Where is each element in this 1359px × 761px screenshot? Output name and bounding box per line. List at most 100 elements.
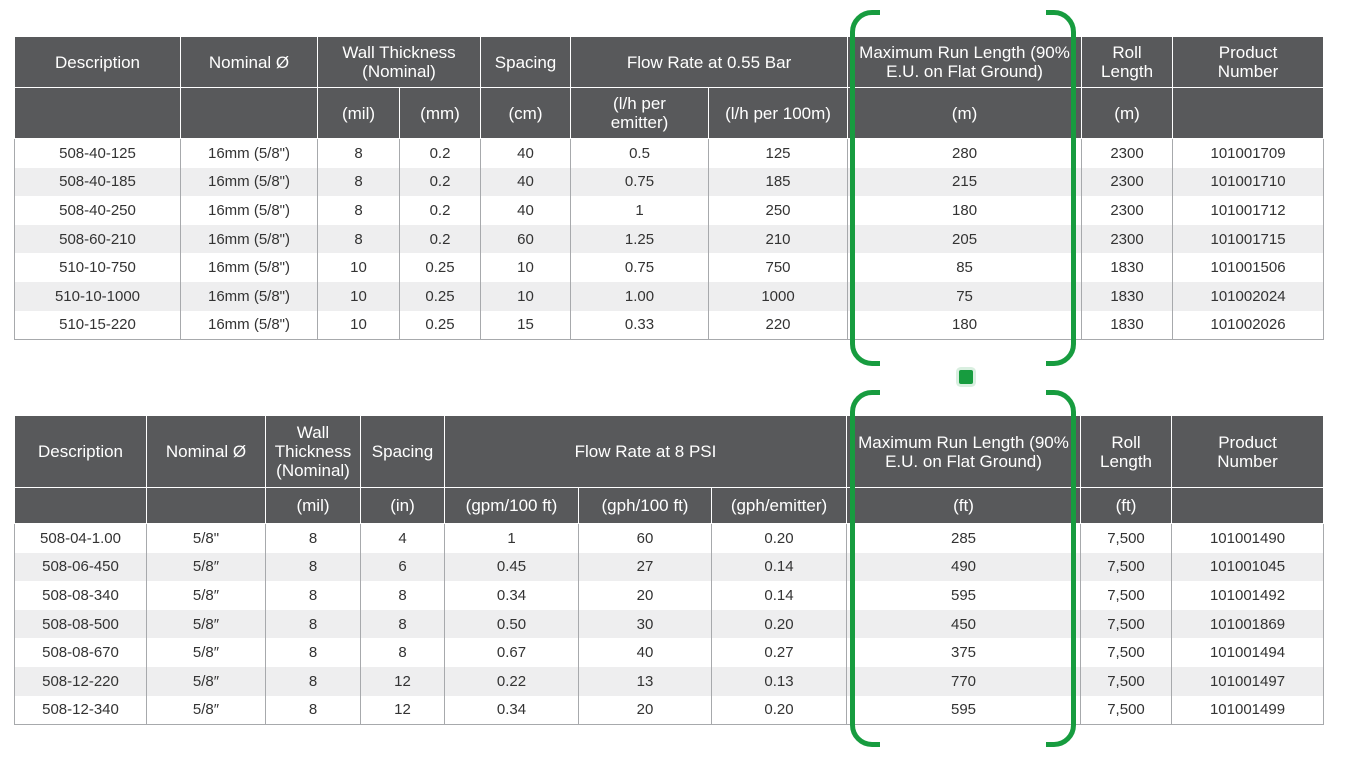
cell-roll-length: 2300 [1081,224,1174,254]
table-row: 510-10-1000 16mm (5/8") 10 0.25 10 1.00 1000 75… [14,281,1325,311]
cell-col6: 0.5 [570,138,710,168]
cell-nominal: 5/8″ [146,581,266,610]
bracket-gap-bottom-lower [880,741,1046,749]
cell-col4: 0.2 [398,167,482,197]
cell-roll-length: 1830 [1081,253,1174,282]
cell-col6: 20 [578,695,712,726]
cell-wall-mil: 10 [317,281,400,311]
cell-product-number: 101001497 [1171,666,1324,696]
header-flow-rate: Flow Rate at 0.55 Bar [570,37,849,88]
cell-col6: 0.33 [570,310,710,341]
cell-nominal: 5/8" [146,523,266,553]
cell-col7: 0.13 [711,666,847,696]
cell-product-number: 101002024 [1172,281,1325,311]
table-row: 508-08-670 5/8″ 8 8 0.67 40 0.27 375 7,500 101001… [14,638,1324,667]
cell-col6: 40 [578,638,712,667]
cell-col4: 8 [360,581,445,610]
table-row: 508-12-340 5/8″ 8 12 0.34 20 0.20 595 7,500 10100… [14,695,1324,726]
cell-description: 510-10-1000 [14,281,181,311]
cell-col7: 0.20 [711,523,847,553]
cell-wall-mil: 8 [317,138,400,168]
cell-col5: 0.67 [444,638,579,667]
cell-description: 510-15-220 [14,310,181,341]
cell-col7: 250 [708,196,849,225]
metric-spec-table: Description Nominal Ø Wall Thickness (No… [14,37,1325,341]
cell-col5: 10 [480,281,572,311]
cell-col6: 13 [578,666,712,696]
cell-nominal: 16mm (5/8") [180,281,318,311]
cell-nominal: 16mm (5/8") [180,138,318,168]
unit-spacing: (cm) [480,87,572,139]
cell-product-number: 101001712 [1172,196,1325,225]
unit-wall-mil: (mil) [265,487,361,524]
header-nominal: Nominal Ø [180,37,318,88]
header-max-run-length: Maximum Run Length (90% E.U. on Flat Gro… [847,37,1083,88]
cell-roll-length: 7,500 [1080,552,1172,582]
cell-wall-mil: 8 [265,523,361,553]
cell-col4: 4 [360,523,445,553]
cell-description: 508-60-210 [14,224,181,254]
table-row: 508-40-250 16mm (5/8") 8 0.2 40 1 250 180 2300 10… [14,196,1325,225]
cell-roll-length: 2300 [1081,167,1174,197]
cell-nominal: 16mm (5/8") [180,224,318,254]
cell-wall-mil: 8 [265,638,361,667]
cell-col5: 0.50 [444,609,579,639]
cell-run-length: 595 [846,581,1081,610]
cell-col7: 220 [708,310,849,341]
cell-product-number: 101001490 [1171,523,1324,553]
header-wall-thickness: Wall Thickness (Nominal) [265,416,361,488]
table-row: 508-04-1.00 5/8" 8 4 1 60 0.20 285 7,500 10100149… [14,523,1324,553]
cell-roll-length: 2300 [1081,196,1174,225]
cell-col6: 20 [578,581,712,610]
unit-gph-emitter: (gph/emitter) [711,487,847,524]
cell-col5: 0.22 [444,666,579,696]
header-flow-rate: Flow Rate at 8 PSI [444,416,847,488]
cell-col5: 0.45 [444,552,579,582]
cell-col4: 12 [360,695,445,726]
header-product-number: Product Number [1171,416,1324,488]
cell-product-number: 101001709 [1172,138,1325,168]
cell-col4: 0.2 [398,196,482,225]
cell-roll-length: 2300 [1081,138,1174,168]
cell-wall-mil: 8 [265,609,361,639]
units-nominal-blank [146,487,266,524]
cell-run-length: 285 [846,523,1081,553]
units-product-blank [1172,87,1325,139]
unit-flow-per-emitter: (l/h per emitter) [570,87,710,139]
cell-product-number: 101001715 [1172,224,1325,254]
table-row: 508-60-210 16mm (5/8") 8 0.2 60 1.25 210 205 230… [14,224,1325,254]
cell-description: 508-08-500 [14,609,147,639]
cell-run-length: 595 [846,695,1081,726]
cell-run-length: 770 [846,666,1081,696]
header-wall-thickness: Wall Thickness (Nominal) [316,37,482,88]
units-description-blank [14,487,147,524]
cell-description: 508-08-670 [14,638,147,667]
cell-run-length: 180 [847,310,1083,341]
cell-roll-length: 7,500 [1080,523,1172,553]
cell-col4: 0.2 [398,138,482,168]
cell-col7: 0.14 [711,552,847,582]
table-row: 508-08-340 5/8″ 8 8 0.34 20 0.14 595 7,500 101001… [14,581,1324,610]
cell-nominal: 5/8″ [146,638,266,667]
cell-col6: 27 [578,552,712,582]
unit-run-length: (ft) [846,487,1081,524]
cell-col5: 40 [480,167,572,197]
cell-wall-mil: 8 [317,167,400,197]
imperial-spec-table: Description Nominal Ø Wall Thickness (No… [14,416,1324,726]
cell-product-number: 101001869 [1171,609,1324,639]
cell-col5: 1 [444,523,579,553]
cell-wall-mil: 10 [317,253,400,282]
table-row: 510-10-750 16mm (5/8") 10 0.25 10 0.75 750 85 18… [14,253,1325,282]
cell-roll-length: 7,500 [1080,695,1172,726]
cell-roll-length: 7,500 [1080,666,1172,696]
bracket-gap-top-upper [880,8,1046,16]
table-row: 510-15-220 16mm (5/8") 10 0.25 15 0.33 220 180 1… [14,310,1325,341]
unit-run-length: (m) [847,87,1083,139]
cell-col4: 8 [360,638,445,667]
metric-table-body: 508-40-125 16mm (5/8") 8 0.2 40 0.5 125 280 2300… [14,138,1325,341]
imperial-table-body: 508-04-1.00 5/8" 8 4 1 60 0.20 285 7,500 10100149… [14,523,1324,726]
cell-col7: 185 [708,167,849,197]
cell-wall-mil: 10 [317,310,400,341]
cell-col5: 0.34 [444,581,579,610]
cell-col7: 0.20 [711,695,847,726]
